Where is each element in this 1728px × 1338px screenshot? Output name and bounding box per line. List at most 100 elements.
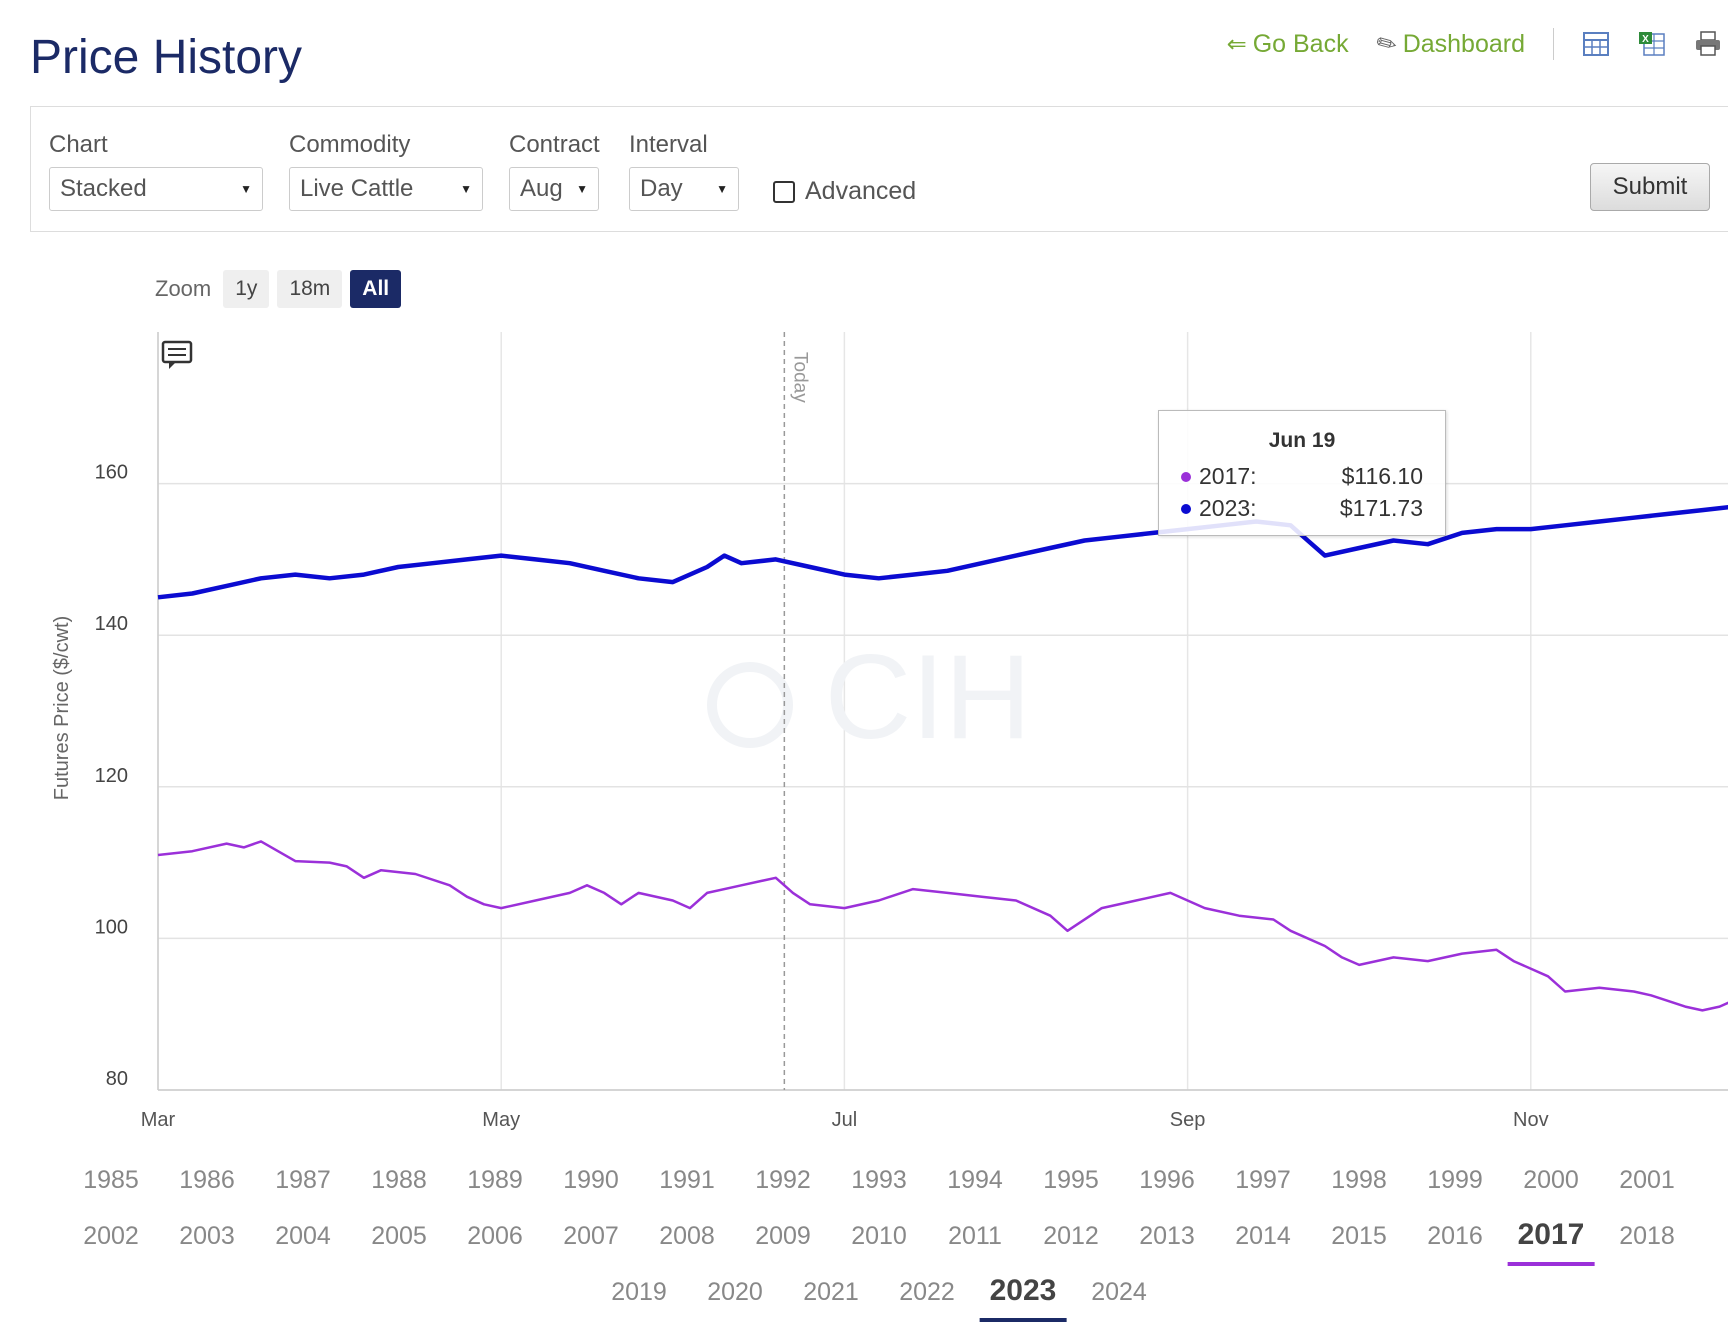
contract-label: Contract (509, 131, 600, 158)
advanced-label: Advanced (805, 177, 917, 205)
dashboard-link[interactable]: ✎ Dashboard (1371, 27, 1525, 60)
year-option-1991[interactable]: 1991 (659, 1166, 715, 1194)
dropdown-arrow-icon: ▼ (576, 182, 588, 196)
chart-select-value: Stacked (60, 175, 147, 202)
chart-series (157, 505, 1728, 1012)
y-tick-label: 100 (95, 916, 128, 938)
year-row: 1985 1986 1987 1988 1989 1990 1991 1992 1993 1994… (0, 1158, 1728, 1214)
commodity-select[interactable]: Live Cattle ▼ (289, 167, 483, 211)
year-option-1987[interactable]: 1987 (275, 1166, 331, 1194)
advanced-option: Advanced (773, 177, 916, 206)
year-option-2010[interactable]: 2010 (851, 1222, 907, 1250)
year-option-1985[interactable]: 1985 (83, 1166, 139, 1194)
filter-bar: Chart Stacked ▼ Commodity Live Cattle ▼ … (30, 106, 1728, 232)
dropdown-arrow-icon: ▼ (460, 182, 472, 196)
year-option-2013[interactable]: 2013 (1139, 1222, 1195, 1250)
x-tick-label: Sep (1170, 1109, 1206, 1131)
watermark: CIH (707, 630, 1032, 764)
year-option-2009[interactable]: 2009 (755, 1222, 811, 1250)
zoom-all-button[interactable]: All (350, 270, 402, 308)
year-option-1989[interactable]: 1989 (467, 1166, 523, 1194)
year-option-1994[interactable]: 1994 (947, 1166, 1003, 1194)
year-row: 2002 2003 2004 2005 2006 2007 2008 2009 2010 2011… (0, 1214, 1728, 1270)
today-markers: TodayToday (783, 332, 810, 1090)
contract-select[interactable]: Aug ▼ (509, 167, 599, 211)
series-line-2017 (157, 840, 1728, 1012)
zoom-1y-button[interactable]: 1y (223, 270, 270, 308)
series-dot (1181, 471, 1191, 482)
tooltip-row-2023: 2023: $171.73 (1181, 495, 1423, 522)
series-dot (1181, 503, 1191, 514)
top-links: ⇐ Go Back ✎ Dashboard X (1227, 27, 1728, 61)
year-option-2023[interactable]: 2023 (979, 1274, 1067, 1322)
advanced-checkbox[interactable] (773, 180, 795, 203)
excel-icon[interactable]: X (1638, 30, 1666, 58)
zoom-controls: Zoom 1y 18m All (155, 270, 402, 308)
x-tick-label: Mar (141, 1109, 176, 1131)
year-option-1988[interactable]: 1988 (371, 1166, 427, 1194)
svg-text:CIH: CIH (825, 630, 1032, 764)
year-option-2005[interactable]: 2005 (371, 1222, 427, 1250)
chart-tooltip: Jun 19 2017: $116.10 2023: $171.73 (1158, 410, 1446, 536)
commodity-field: Commodity Live Cattle ▼ (289, 131, 483, 211)
zoom-label: Zoom (155, 276, 212, 301)
year-option-2018[interactable]: 2018 (1619, 1222, 1675, 1250)
year-option-2021[interactable]: 2021 (803, 1278, 859, 1306)
y-tick-label: 140 (95, 613, 128, 635)
table-icon[interactable] (1582, 30, 1610, 58)
year-option-2001[interactable]: 2001 (1619, 1166, 1675, 1194)
year-option-1992[interactable]: 1992 (755, 1166, 811, 1194)
year-option-1998[interactable]: 1998 (1331, 1166, 1387, 1194)
year-option-2019[interactable]: 2019 (611, 1278, 667, 1306)
year-option-1990[interactable]: 1990 (563, 1166, 619, 1194)
year-option-2024[interactable]: 2024 (1091, 1278, 1147, 1306)
y-axis-label: Futures Price ($/cwt) (51, 616, 73, 800)
x-tick-label: Nov (1513, 1109, 1549, 1131)
interval-label: Interval (629, 131, 708, 158)
x-axis-ticks: MarMayJulSepNovJanMarMayJul (141, 1109, 1549, 1131)
year-option-2006[interactable]: 2006 (467, 1222, 523, 1250)
print-icon[interactable] (1694, 30, 1722, 58)
arrow-left-icon: ⇐ (1226, 30, 1247, 58)
year-option-2008[interactable]: 2008 (659, 1222, 715, 1250)
y-tick-label: 80 (106, 1068, 128, 1090)
x-tick-label: May (482, 1109, 520, 1131)
chart-select[interactable]: Stacked ▼ (49, 167, 263, 211)
contract-select-value: Aug (520, 175, 563, 202)
year-option-2011[interactable]: 2011 (948, 1222, 1002, 1250)
year-selector: 1985 1986 1987 1988 1989 1990 1991 1992 1993 1994… (0, 1158, 1728, 1330)
year-option-2017[interactable]: 2017 (1507, 1218, 1595, 1266)
go-back-label: Go Back (1252, 29, 1349, 58)
annotation-icon[interactable] (161, 340, 193, 369)
year-option-2000[interactable]: 2000 (1523, 1166, 1579, 1194)
year-option-2012[interactable]: 2012 (1043, 1222, 1099, 1250)
zoom-18m-button[interactable]: 18m (277, 270, 343, 308)
tooltip-value: $116.10 (1341, 463, 1423, 489)
tooltip-row-2017: 2017: $116.10 (1181, 463, 1423, 490)
year-option-2004[interactable]: 2004 (275, 1222, 331, 1250)
selected-year-underline (1507, 1262, 1595, 1266)
year-option-2014[interactable]: 2014 (1235, 1222, 1291, 1250)
submit-button[interactable]: Submit (1590, 163, 1710, 211)
interval-select[interactable]: Day ▼ (629, 167, 739, 211)
year-option-2016[interactable]: 2016 (1427, 1222, 1483, 1250)
chart-field: Chart Stacked ▼ (49, 131, 263, 211)
year-option-1993[interactable]: 1993 (851, 1166, 907, 1194)
year-option-1986[interactable]: 1986 (179, 1166, 235, 1194)
tooltip-label: 2023: (1199, 495, 1257, 521)
year-option-1999[interactable]: 1999 (1427, 1166, 1483, 1194)
year-option-1997[interactable]: 1997 (1235, 1166, 1291, 1194)
year-option-2002[interactable]: 2002 (83, 1222, 139, 1250)
year-option-2003[interactable]: 2003 (179, 1222, 235, 1250)
tooltip-label: 2017: (1199, 463, 1257, 489)
year-option-2020[interactable]: 2020 (707, 1278, 763, 1306)
year-option-1995[interactable]: 1995 (1043, 1166, 1099, 1194)
svg-text:X: X (1642, 34, 1649, 45)
go-back-link[interactable]: ⇐ Go Back (1227, 30, 1349, 59)
year-option-2022[interactable]: 2022 (899, 1278, 955, 1306)
year-option-1996[interactable]: 1996 (1139, 1166, 1195, 1194)
tooltip-value: $171.73 (1339, 495, 1423, 521)
year-option-2007[interactable]: 2007 (563, 1222, 619, 1250)
year-option-2015[interactable]: 2015 (1331, 1222, 1387, 1250)
